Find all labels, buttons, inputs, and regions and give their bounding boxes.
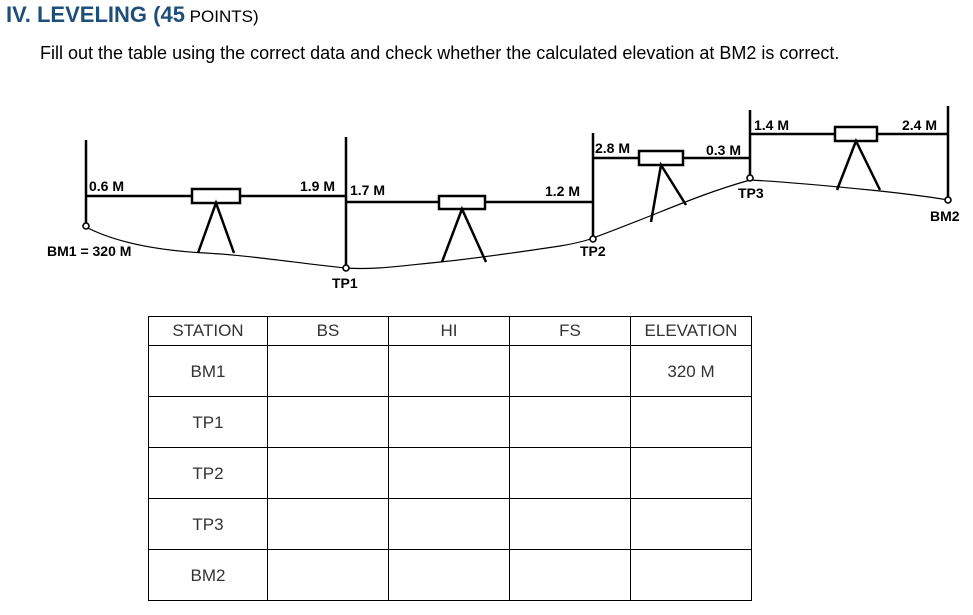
station-cell: BM2	[148, 549, 268, 601]
label-bm2: BM2	[930, 208, 960, 224]
label-tp2: TP2	[580, 243, 606, 259]
point-tp3	[746, 174, 754, 182]
station-cell: TP1	[148, 396, 268, 448]
elevation-cell[interactable]	[630, 447, 752, 499]
heading-prefix: IV. LEVELING (	[6, 2, 161, 27]
station-cell: TP2	[148, 447, 268, 499]
point-tp2	[589, 235, 597, 243]
point-tp1	[342, 264, 350, 272]
points-value: 45	[160, 2, 185, 27]
label-tp1: TP1	[332, 275, 358, 291]
table-row: TP1	[148, 396, 752, 448]
header-hi: HI	[388, 316, 510, 346]
reading-tp2-fs: 1.2 M	[545, 183, 580, 199]
fs-cell[interactable]	[509, 447, 631, 499]
point-bm2	[944, 196, 952, 204]
ground-profile	[83, 179, 949, 270]
reading-bm1-bs: 0.6 M	[89, 178, 124, 194]
level-setup-2	[346, 194, 593, 263]
hi-cell[interactable]	[388, 498, 510, 550]
level-setup-3	[593, 149, 750, 223]
points-word: POINTS	[184, 7, 253, 26]
table-row: BM2	[148, 549, 752, 601]
bs-cell[interactable]	[267, 345, 389, 397]
instructions-text: Fill out the table using the correct dat…	[40, 43, 840, 63]
table-row: TP3	[148, 498, 752, 550]
elevation-cell: 320 M	[630, 345, 752, 397]
elevation-cell[interactable]	[630, 549, 752, 601]
station-cell: BM1	[148, 345, 268, 397]
reading-tp3-fs: 0.3 M	[706, 142, 741, 158]
header-fs: FS	[509, 316, 631, 346]
hi-cell[interactable]	[388, 396, 510, 448]
reading-tp3-bs: 1.4 M	[754, 117, 789, 133]
reading-tp2-bs: 2.8 M	[595, 140, 630, 156]
table-header-row: STATION BS HI FS ELEVATION	[148, 316, 752, 346]
hi-cell[interactable]	[388, 549, 510, 601]
reading-tp1-fs: 1.9 M	[300, 178, 335, 194]
question-heading: IV. LEVELING (45 POINTS)	[6, 2, 259, 28]
label-bm1: BM1 = 320 M	[47, 243, 131, 259]
station-cell: TP3	[148, 498, 268, 550]
bs-cell[interactable]	[267, 498, 389, 550]
elevation-cell[interactable]	[630, 498, 752, 550]
header-bs: BS	[267, 316, 389, 346]
bs-cell[interactable]	[267, 447, 389, 499]
level-setup-1	[86, 187, 346, 254]
fs-cell[interactable]	[509, 345, 631, 397]
fs-cell[interactable]	[509, 498, 631, 550]
heading-suffix: )	[252, 7, 259, 26]
header-station: STATION	[148, 316, 268, 346]
fs-cell[interactable]	[509, 396, 631, 448]
table-row: TP2	[148, 447, 752, 499]
leveling-table: STATION BS HI FS ELEVATION BM1 320 M TP1…	[148, 316, 752, 601]
header-elevation: ELEVATION	[630, 316, 752, 346]
label-tp3: TP3	[738, 185, 764, 201]
bs-cell[interactable]	[267, 396, 389, 448]
reading-tp1-bs: 1.7 M	[350, 182, 385, 198]
hi-cell[interactable]	[388, 447, 510, 499]
reading-bm2-fs: 2.4 M	[902, 117, 937, 133]
table-row: BM1 320 M	[148, 345, 752, 397]
fs-cell[interactable]	[509, 549, 631, 601]
bs-cell[interactable]	[267, 549, 389, 601]
level-setup-4	[750, 125, 948, 191]
hi-cell[interactable]	[388, 345, 510, 397]
point-bm1	[82, 222, 90, 230]
elevation-cell[interactable]	[630, 396, 752, 448]
